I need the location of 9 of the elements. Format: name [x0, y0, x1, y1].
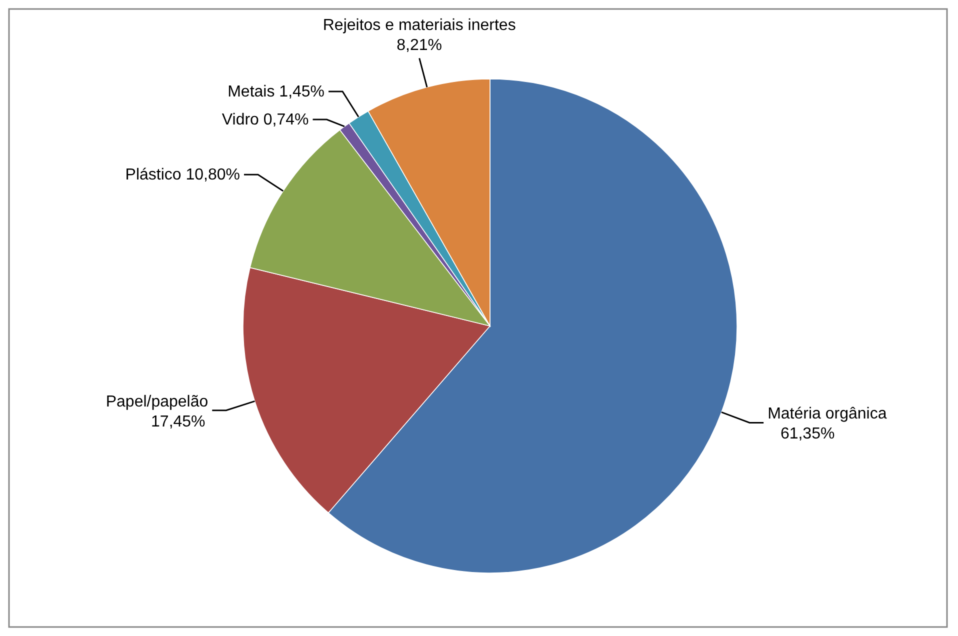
slice-label: Plástico 10,80% [125, 166, 240, 184]
slice-label: Matéria orgânica [768, 406, 887, 423]
slice-label: Metais 1,45% [228, 84, 325, 101]
data-label: 17,45% [151, 413, 206, 430]
data-label: 8,21% [396, 37, 442, 54]
slice-label: Papel/papelão [106, 393, 208, 410]
slice-label: Rejeitos e materiais inertes [322, 17, 516, 34]
data-label: 61,35% [780, 426, 835, 443]
slice-label: Vidro 0,74% [222, 112, 309, 129]
